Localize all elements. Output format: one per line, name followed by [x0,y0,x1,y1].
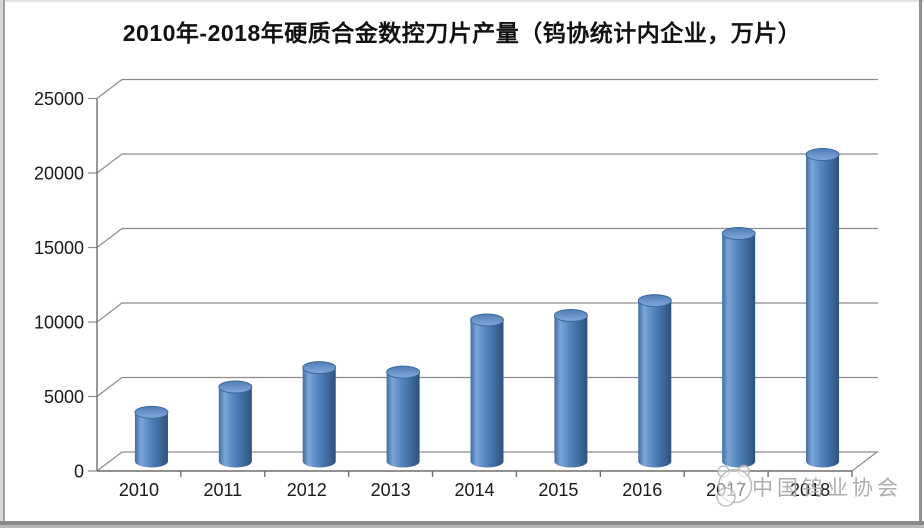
bar-top-2014 [470,313,504,327]
right-border [919,0,922,528]
logo-eye-right [738,481,742,485]
sidewall-gridline [96,451,123,472]
chart-title: 2010年-2018年硬质合金数控刀片产量（钨协统计内企业，万片） [122,20,802,46]
bar-2012 [302,367,336,468]
bar-2014 [470,319,504,468]
y-tick-label-25000: 25000 [34,89,84,109]
floor-right-edge [851,451,878,472]
y-tick-label-20000: 20000 [34,164,84,184]
x-tick-label-2015: 2015 [538,480,578,500]
watermark: 中国钨业协会 [716,464,902,507]
bar-top-2012 [302,361,337,375]
sidewall-gridline [96,302,123,323]
x-tick-label-2013: 2013 [371,480,411,500]
sidewall-gridline [96,153,123,174]
logo-eye-left [728,481,732,485]
x-tick-label-2018: 2018 [790,480,830,500]
y-tick-label-0: 0 [74,462,84,482]
bar-top-2018 [805,148,840,162]
x-tick-label-2012: 2012 [287,480,327,500]
x-tick-label-2016: 2016 [622,480,662,500]
axis-labels: 2010 2011 2012 2013 2014 2015 2016 2017 2018 0 500… [34,89,830,500]
x-tick-label-2014: 2014 [454,480,494,500]
bar-top-2017 [721,227,756,241]
watermark-text: 中国钨业协会 [752,477,902,500]
bar-2010 [134,412,168,468]
y-tick-label-5000: 5000 [44,387,84,407]
bar-top-2016 [637,294,672,308]
y-tick-label-10000: 10000 [34,313,84,333]
bar-2013 [386,372,420,468]
bar-2016 [638,300,672,468]
x-tick-label-2011: 2011 [203,480,242,500]
x-tick-label-2017: 2017 [706,480,746,500]
left-border [0,0,5,528]
logo-head [717,468,753,504]
association-logo-icon [716,464,753,507]
top-border [0,0,924,2]
bar-top-2011 [218,380,253,394]
logo-ear-left [717,465,730,478]
bottom-divider [0,521,924,528]
sidewall-gridline [96,228,123,248]
axes [96,98,853,477]
bar-2018 [806,154,840,468]
bar-2017 [722,233,756,468]
bar-2015 [554,315,588,468]
bars [134,148,840,468]
sidewall-gridline [96,377,123,397]
bar-top-2013 [386,365,421,379]
y-tick-label-15000: 15000 [34,238,84,258]
logo-body [716,487,736,507]
bar-top-2010 [134,405,169,419]
sidewall-gridline [96,79,123,99]
x-tick-label-2010: 2010 [119,480,159,500]
bar-top-2015 [553,308,588,322]
bar-2011 [218,387,252,468]
